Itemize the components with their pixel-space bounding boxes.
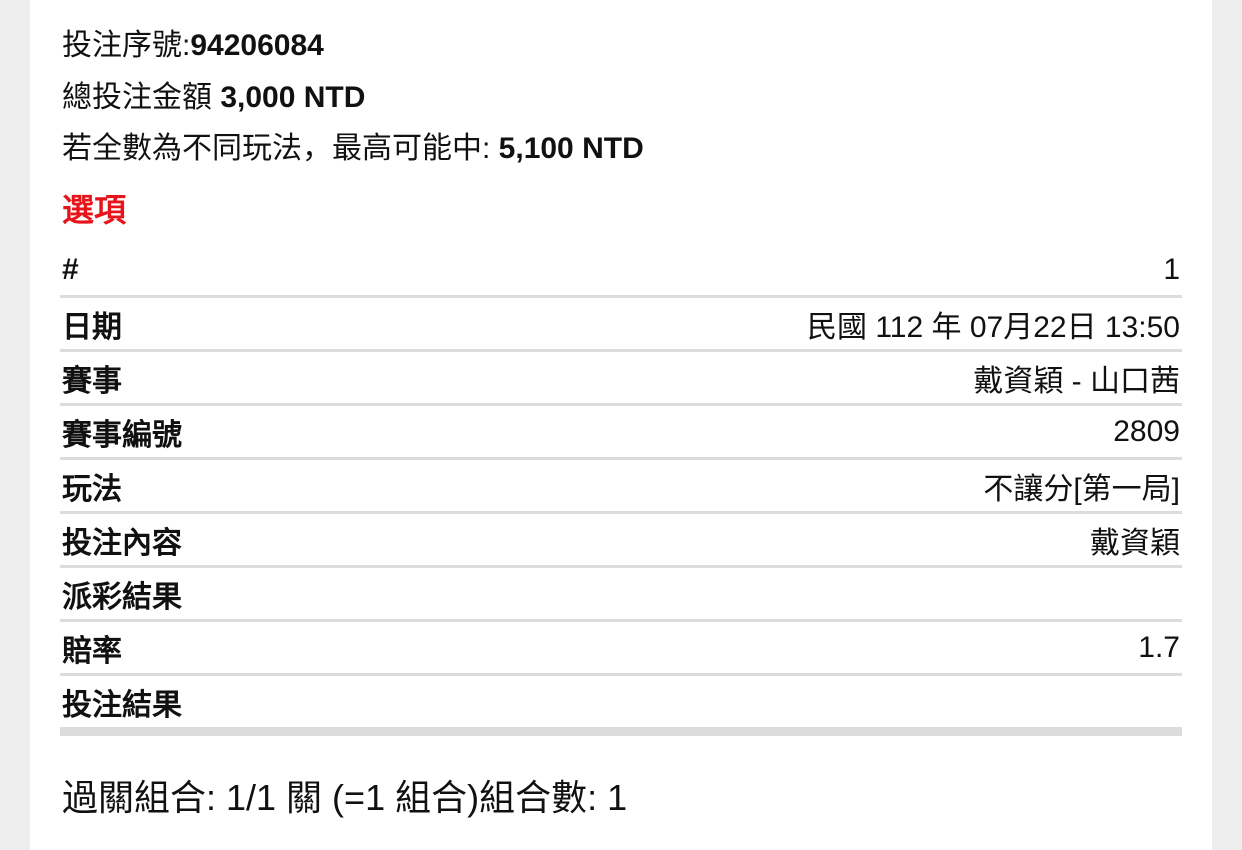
row-label: 賽事編號 (60, 404, 338, 460)
table-row: 賽事編號 2809 (60, 404, 1182, 460)
max-win-label: 若全數為不同玩法，最高可能中: (62, 132, 499, 165)
table-row: 玩法 不讓分[第一局] (60, 458, 1182, 514)
row-label: 賽事 (60, 350, 338, 406)
table-row: 賠率 1.7 (60, 620, 1182, 676)
table-row: 日期 民國 112 年 07月22日 13:50 (60, 296, 1182, 352)
row-label: 賠率 (60, 620, 338, 676)
serial-value: 94206084 (190, 29, 324, 62)
row-label: 派彩結果 (60, 566, 338, 622)
row-value (337, 674, 1182, 736)
row-label: 玩法 (60, 458, 338, 514)
serial-label: 投注序號: (62, 29, 191, 62)
serial-line: 投注序號:94206084 (62, 20, 324, 71)
max-win-value: 5,100 NTD (498, 132, 644, 165)
row-value (337, 566, 1182, 622)
table-row: 投注結果 (60, 674, 1182, 736)
row-label: # (60, 244, 338, 298)
total-line: 總投注金額 3,000 NTD (62, 72, 365, 123)
row-label: 日期 (60, 296, 338, 352)
row-value: 戴資穎 - 山口茜 (337, 350, 1182, 406)
total-value: 3,000 NTD (220, 81, 366, 114)
table-row: 投注內容 戴資穎 (60, 512, 1182, 568)
total-label: 總投注金額 (62, 81, 221, 114)
row-value: 2809 (337, 404, 1182, 460)
bet-slip-card: 投注序號:94206084 總投注金額 3,000 NTD 若全數為不同玩法，最… (30, 0, 1212, 850)
row-value: 不讓分[第一局] (337, 458, 1182, 514)
row-value: 1 (337, 244, 1182, 298)
combination-summary: 過關組合: 1/1 關 (=1 組合)組合數: 1 (62, 777, 628, 818)
max-win-line: 若全數為不同玩法，最高可能中: 5,100 NTD (62, 123, 644, 174)
row-value: 1.7 (337, 620, 1182, 676)
section-title: 選項 (62, 192, 127, 228)
row-label: 投注內容 (60, 512, 338, 568)
row-value: 民國 112 年 07月22日 13:50 (337, 296, 1182, 352)
table-row: 賽事 戴資穎 - 山口茜 (60, 350, 1182, 406)
row-value: 戴資穎 (337, 512, 1182, 568)
table-row: #1 (60, 244, 1182, 298)
table-row: 派彩結果 (60, 566, 1182, 622)
bet-details-table: #1 日期 民國 112 年 07月22日 13:50 賽事 戴資穎 - 山口茜 賽事編號… (60, 244, 1182, 736)
row-label: 投注結果 (60, 674, 338, 736)
